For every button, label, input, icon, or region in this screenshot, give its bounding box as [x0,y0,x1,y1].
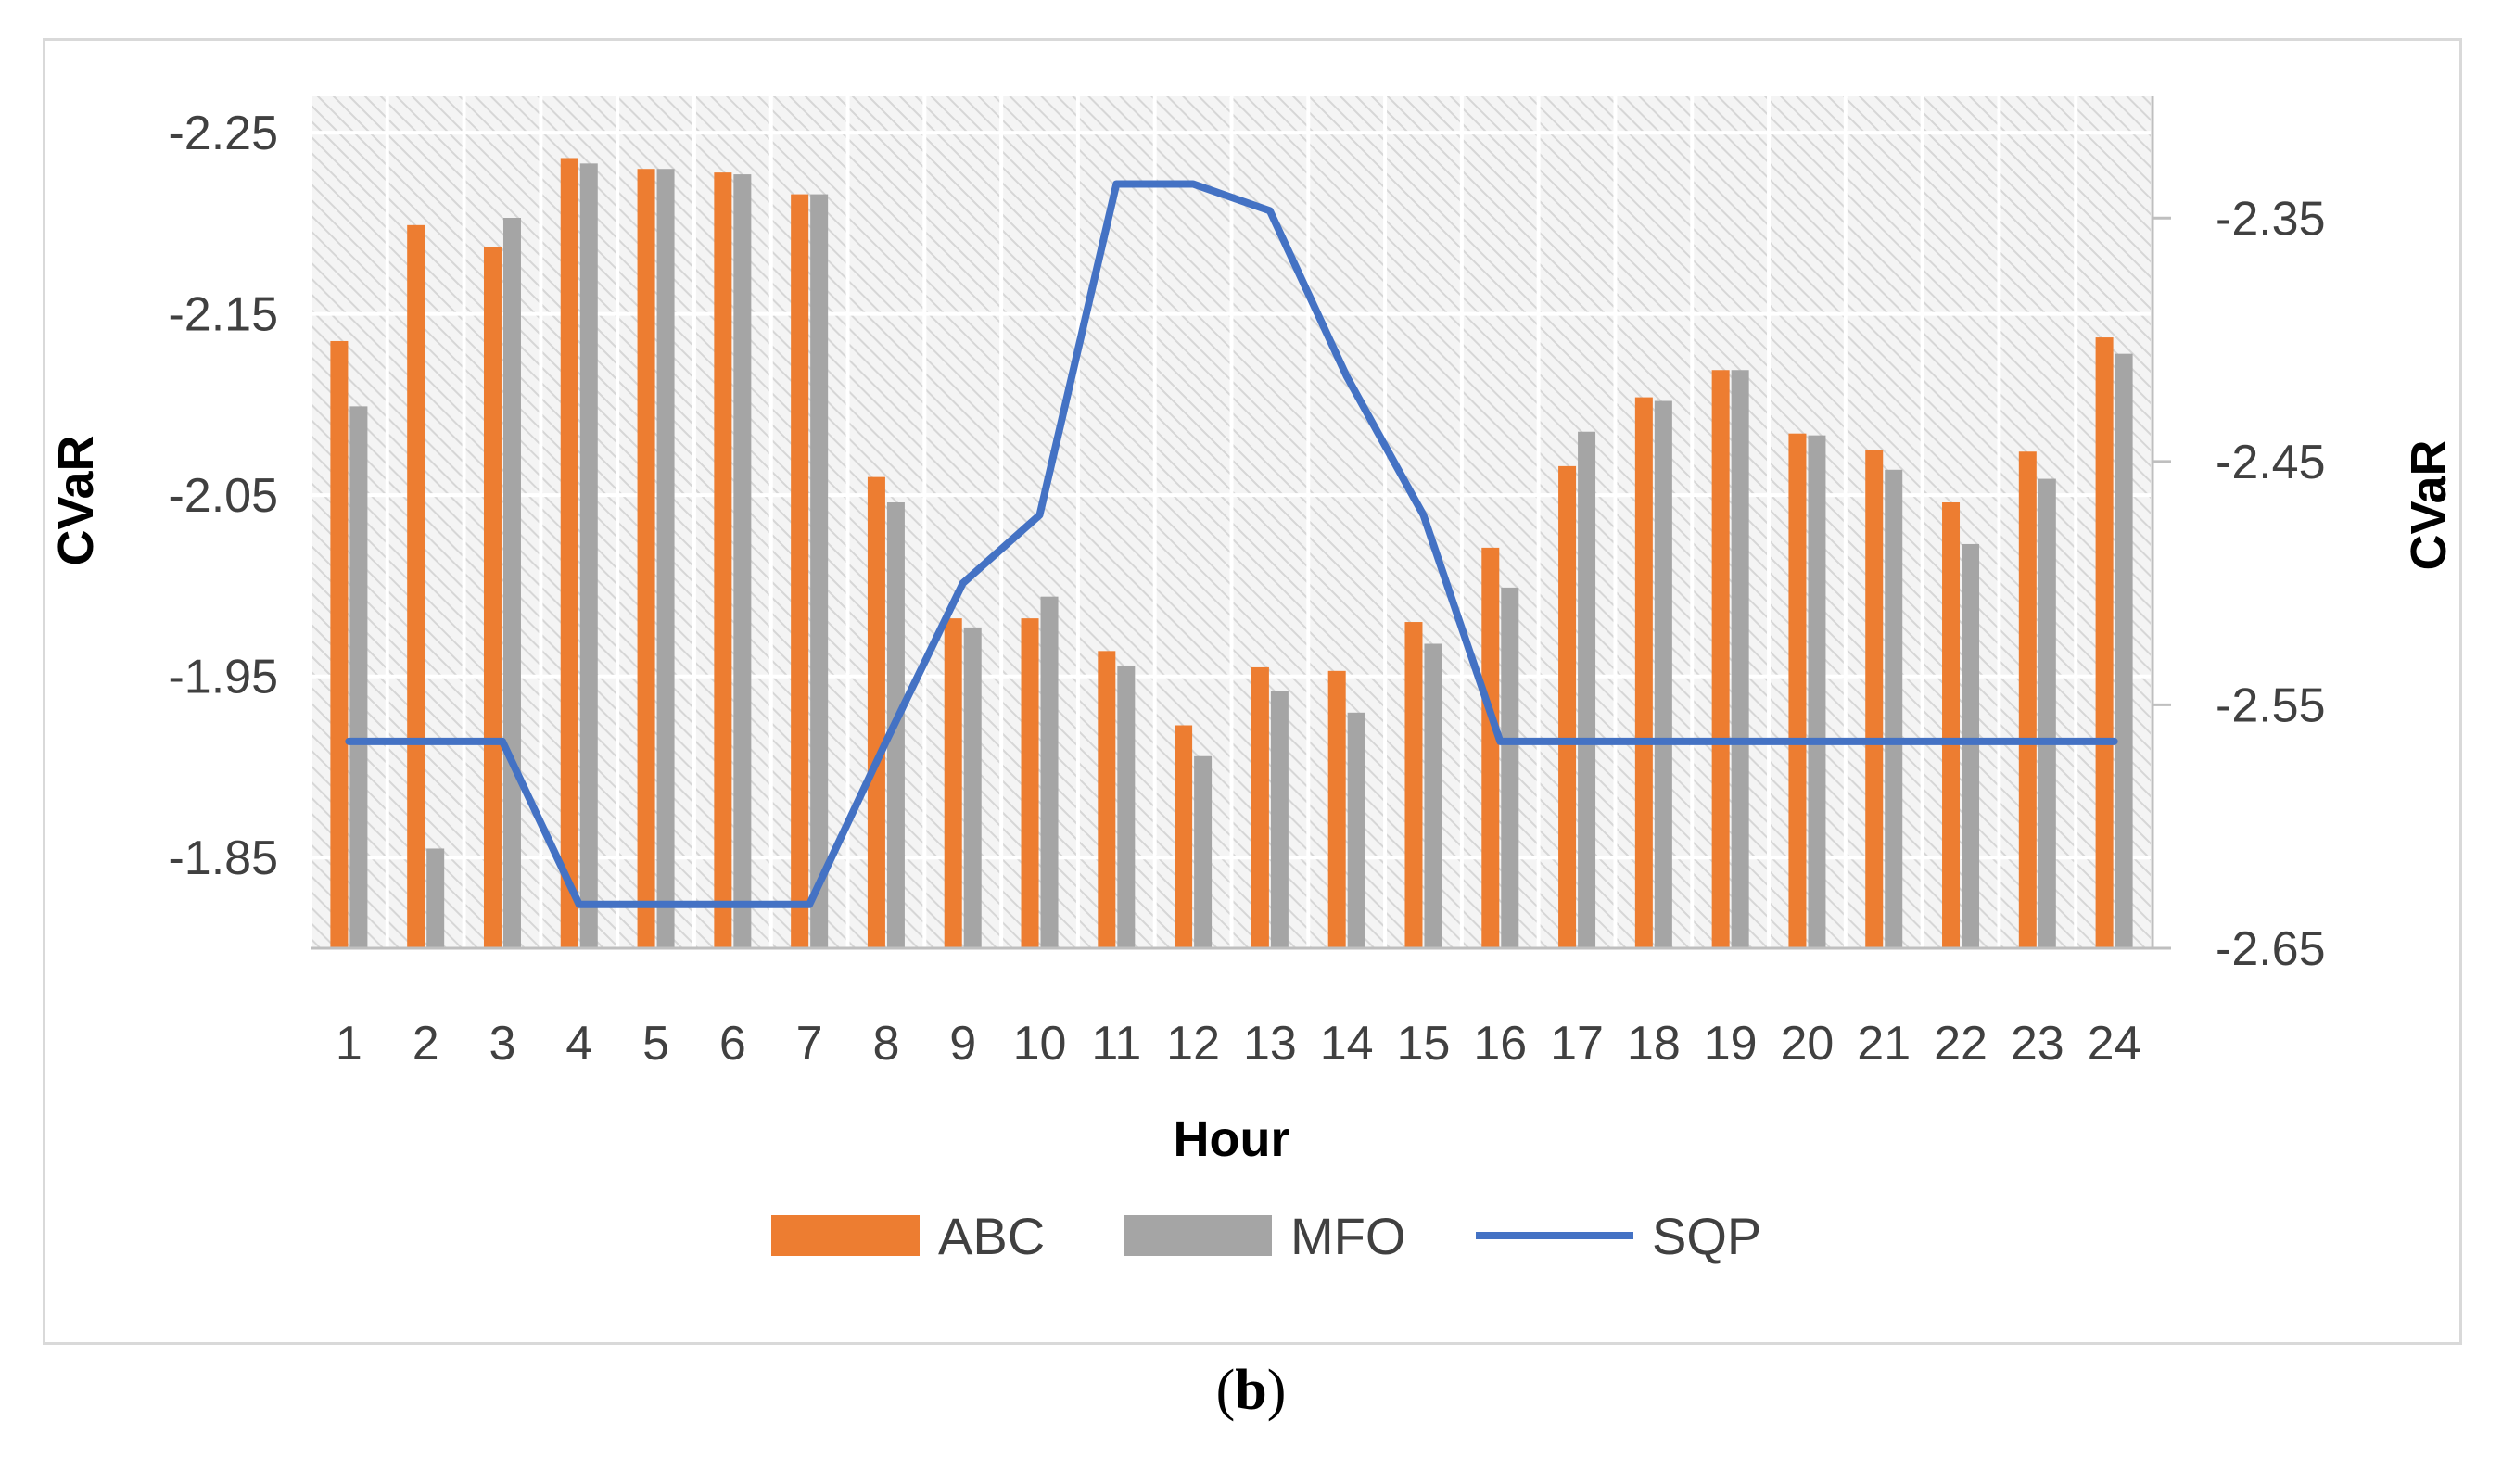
x-tick-label-20: 20 [1781,1017,1835,1071]
legend-swatch-abc [771,1215,920,1256]
bar-abc-5 [637,169,655,948]
x-tick-label-24: 24 [2088,1017,2141,1071]
bar-mfo-20 [1808,435,1826,949]
legend-swatch-mfo [1124,1215,1272,1256]
left-axis-title: CVaR [48,435,104,565]
right-tick-label-1: -2.45 [2216,436,2326,489]
bar-abc-3 [483,247,502,948]
bar-mfo-18 [1654,400,1672,948]
figure-caption: (b) [0,1358,2502,1424]
x-tick-label-7: 7 [796,1017,823,1071]
legend-label-abc: ABC [938,1207,1045,1265]
bar-abc-10 [1021,618,1039,948]
left-tick-label-4: -1.85 [168,831,278,885]
legend-label-mfo: MFO [1290,1207,1405,1265]
bar-abc-11 [1098,651,1116,948]
x-tick-label-11: 11 [1091,1017,1141,1071]
chart-marks [330,158,2133,949]
x-axis-title: Hour [1174,1111,1290,1167]
bar-abc-17 [1558,465,1577,948]
bar-abc-22 [1942,501,1961,948]
bar-abc-6 [714,172,732,948]
x-tick-label-19: 19 [1704,1017,1758,1071]
x-tick-label-22: 22 [1934,1017,1988,1071]
x-tick-label-12: 12 [1166,1017,1220,1071]
bar-mfo-7 [810,194,829,949]
right-axis-title: CVaR [2401,439,2457,570]
bar-abc-14 [1327,670,1346,948]
bar-mfo-14 [1347,712,1365,948]
left-tick-label-0: -2.25 [168,107,278,160]
x-tick-label-18: 18 [1627,1017,1681,1071]
bar-abc-21 [1865,450,1884,948]
bar-mfo-2 [426,848,445,948]
bar-mfo-9 [963,627,982,948]
bar-abc-16 [1481,547,1500,948]
left-tick-label-3: -1.95 [168,651,278,704]
caption-letter: b [1235,1359,1267,1422]
x-tick-label-3: 3 [489,1017,516,1071]
caption-close: ) [1266,1359,1287,1422]
x-tick-label-8: 8 [872,1017,899,1071]
right-tick-label-3: -2.65 [2216,922,2326,976]
left-tick-label-1: -2.15 [168,288,278,342]
x-tick-label-14: 14 [1320,1017,1374,1071]
bar-mfo-23 [2038,478,2056,948]
x-tick-label-4: 4 [565,1017,592,1071]
caption-open: ( [1215,1359,1236,1422]
bar-mfo-1 [349,406,368,948]
x-tick-label-17: 17 [1550,1017,1604,1071]
axes: -2.25 -2.15 -2.05 -1.95 -1.85 -2.35 -2.45 -2.55… [48,96,2457,1167]
x-tick-label-16: 16 [1473,1017,1527,1071]
legend: ABC MFO SQP [771,1207,1761,1265]
x-tick-label-2: 2 [413,1017,439,1071]
x-tick-label-5: 5 [642,1017,669,1071]
bar-mfo-4 [579,163,598,948]
bar-mfo-3 [502,218,521,949]
x-tick-label-13: 13 [1243,1017,1297,1071]
bar-mfo-15 [1424,643,1442,948]
bar-mfo-22 [1962,543,1980,948]
bar-mfo-21 [1885,469,1903,948]
plot-area [309,96,2154,948]
line-sqp [345,180,2118,908]
bar-abc-8 [867,476,885,948]
bar-abc-20 [1788,433,1807,949]
x-tick-label-21: 21 [1857,1017,1911,1071]
bar-mfo-13 [1270,691,1289,948]
bar-abc-24 [2095,337,2114,948]
bar-mfo-19 [1731,370,1749,949]
bar-abc-7 [791,194,809,949]
bar-mfo-24 [2115,353,2133,949]
bar-abc-13 [1251,666,1269,948]
bar-mfo-5 [656,169,675,948]
x-tick-label-9: 9 [949,1017,976,1071]
right-tick-label-0: -2.35 [2216,192,2326,246]
bar-mfo-10 [1040,596,1059,948]
bar-abc-12 [1175,725,1193,948]
x-tick-label-23: 23 [2011,1017,2064,1071]
x-tick-label-1: 1 [336,1017,362,1071]
x-tick-label-6: 6 [719,1017,746,1071]
bar-mfo-11 [1117,665,1136,948]
left-tick-label-2: -2.05 [168,469,278,523]
bar-mfo-6 [733,174,752,948]
bar-abc-19 [1711,370,1730,949]
x-tick-label-10: 10 [1013,1017,1067,1071]
bar-abc-2 [407,224,425,949]
bar-mfo-12 [1194,755,1213,948]
legend-label-sqp: SQP [1652,1207,1761,1265]
bar-abc-1 [330,340,349,948]
right-tick-label-2: -2.55 [2216,679,2326,732]
x-tick-label-15: 15 [1397,1017,1451,1071]
bar-mfo-16 [1501,587,1519,948]
bar-abc-9 [944,618,962,948]
bar-abc-18 [1634,397,1653,948]
bar-abc-4 [560,158,578,949]
bar-abc-15 [1404,622,1423,948]
bar-mfo-17 [1578,431,1596,949]
bar-abc-23 [2018,451,2037,948]
